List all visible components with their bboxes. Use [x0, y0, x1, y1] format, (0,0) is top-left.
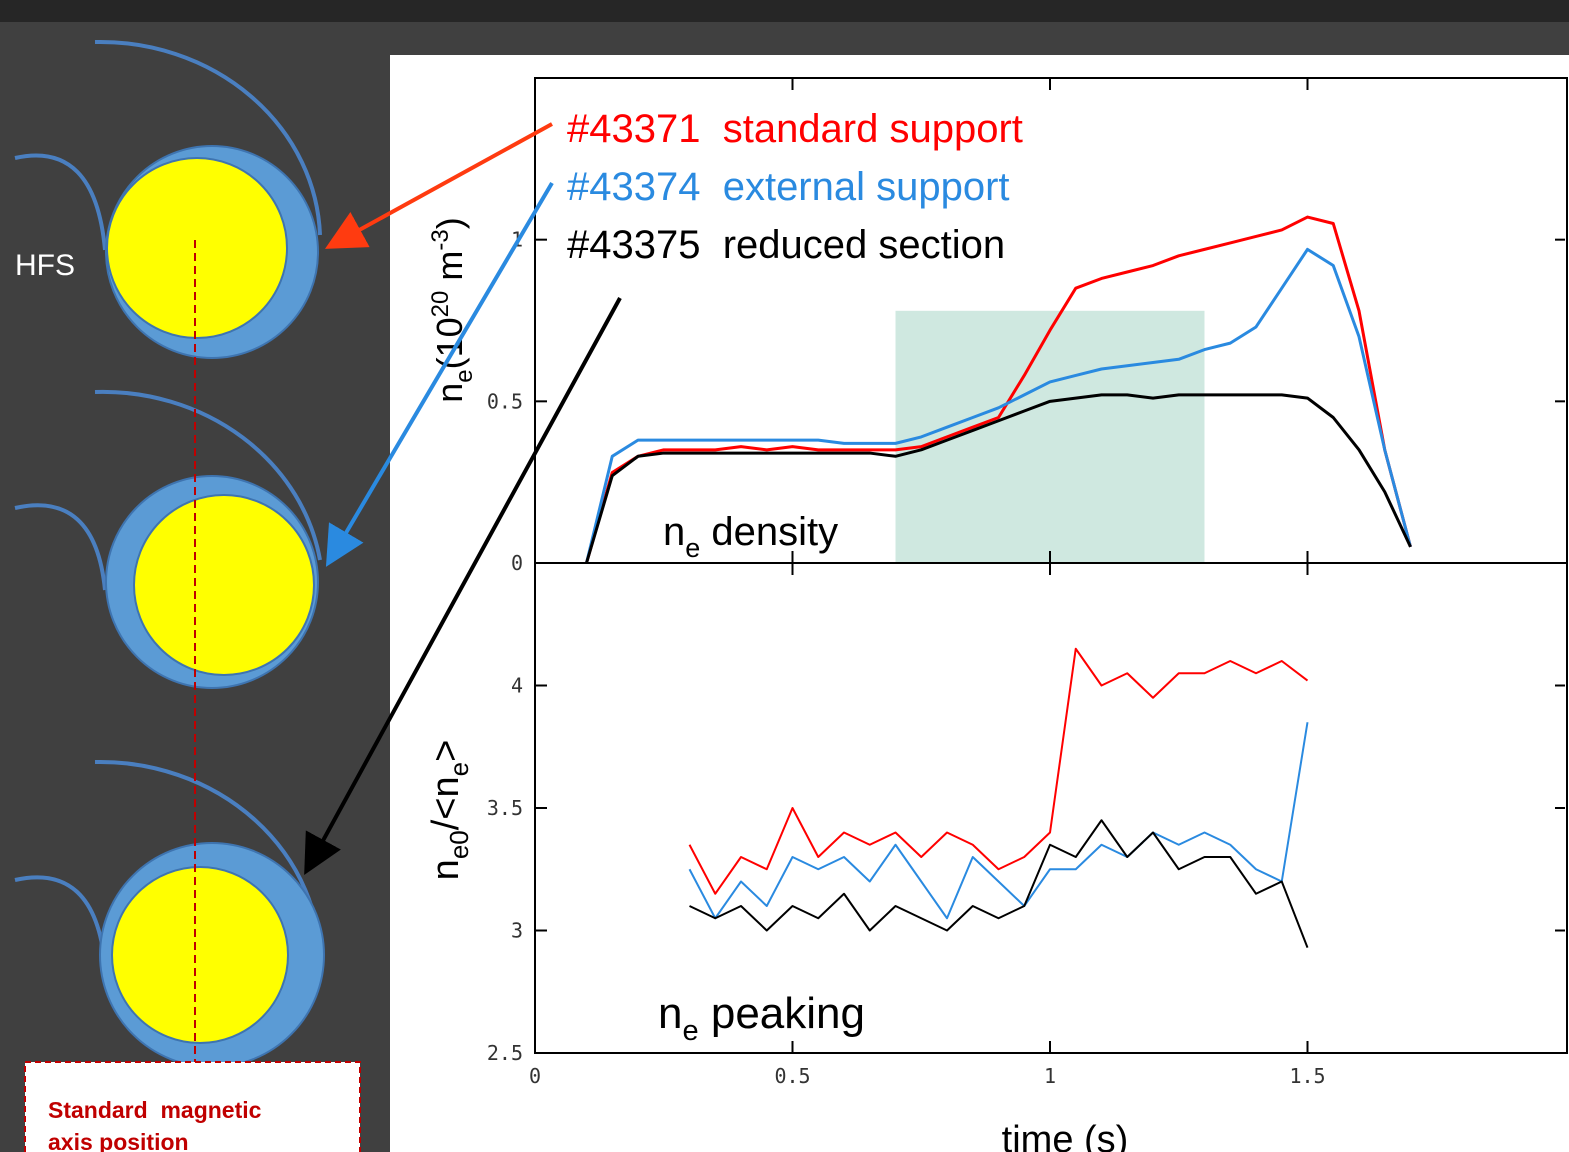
y-tick-label: 3 — [511, 919, 523, 943]
data-line — [585, 247, 1412, 564]
x-tick-label: 1.5 — [1289, 1064, 1325, 1088]
label-part: e — [451, 369, 478, 382]
label-part: n — [429, 383, 470, 403]
field-arc — [14, 503, 107, 591]
legend-entry: #43374 external support — [567, 165, 1010, 209]
y-tick-label: 3.5 — [487, 796, 523, 820]
arrow — [324, 122, 553, 249]
x-tick-label: 0.5 — [774, 1064, 810, 1088]
field-arc — [94, 389, 322, 561]
y-tick-label: 4 — [511, 674, 523, 698]
data-line — [585, 393, 1412, 564]
axis-box — [24, 1061, 361, 1152]
y-tick-label: 0.5 — [487, 389, 523, 413]
label-part: (10 — [429, 317, 470, 369]
legend-entry: #43371 standard support — [567, 107, 1023, 151]
label-part: ) — [429, 217, 470, 229]
label-part: peaking — [699, 989, 865, 1038]
y-tick-label: 0 — [511, 551, 523, 575]
plot-panel — [390, 55, 1569, 1152]
highlight-region — [895, 310, 1205, 563]
arrow — [325, 181, 554, 567]
plasma-core — [133, 494, 315, 676]
label-part: n — [658, 989, 682, 1038]
y-axis-label: ne(1020 m-3) — [427, 217, 478, 402]
data-line — [688, 647, 1309, 895]
label-part: e — [682, 1015, 698, 1047]
label-part: n — [663, 510, 685, 554]
label-part: e0 — [444, 830, 474, 859]
label-part: > — [425, 740, 467, 762]
annotation: ne peaking — [658, 989, 865, 1047]
label-part: -3 — [427, 229, 454, 250]
x-tick-label: 1 — [1044, 1064, 1056, 1088]
label-part: e — [685, 533, 700, 563]
y-axis-label: ne0/<ne> — [425, 740, 474, 881]
label-part: e — [444, 762, 474, 776]
x-axis-label: time (s) — [1002, 1119, 1129, 1152]
field-arc — [14, 153, 107, 251]
box-text: Standard magnetic — [48, 1097, 262, 1123]
plots: 0 0.5 1 #43371 standard support #43374 exter… — [487, 77, 1568, 1088]
data-line — [689, 819, 1309, 949]
flux-diagram — [14, 39, 325, 1075]
label-part: m — [429, 251, 470, 291]
label-part: 20 — [427, 291, 454, 318]
field-arc — [14, 875, 107, 966]
field-arc — [94, 39, 322, 236]
arrow — [304, 297, 622, 876]
legend-entry: #43375 reduced section — [567, 223, 1005, 267]
top-bar — [0, 0, 1569, 22]
x-tick-label: 0 — [529, 1064, 541, 1088]
label-part: density — [700, 510, 838, 554]
label-part: n — [425, 859, 467, 880]
label-part: /<n — [425, 776, 467, 830]
plasma-core — [106, 157, 288, 339]
box-text: axis position — [48, 1129, 189, 1152]
data-line — [688, 722, 1309, 920]
data-line — [585, 215, 1412, 564]
plasma-core — [111, 866, 289, 1044]
annotation: ne density — [663, 510, 838, 563]
y-tick-label: 2.5 — [487, 1041, 523, 1065]
hfs-label: HFS — [15, 249, 75, 282]
